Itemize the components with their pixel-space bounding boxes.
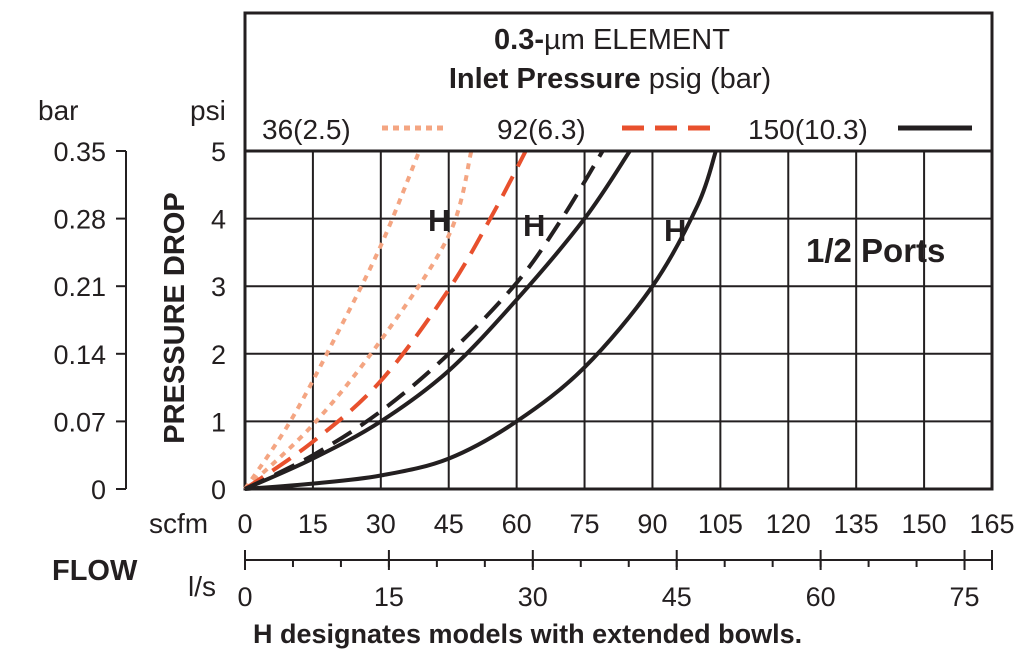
ls-tick-label: 60 — [806, 582, 836, 612]
series-curve-3 — [244, 149, 605, 491]
scfm-tick-label: 0 — [237, 509, 252, 539]
scfm-tick-label: 45 — [434, 509, 464, 539]
bar-tick-label: 0.35 — [53, 137, 106, 167]
series-curve-1 — [243, 150, 474, 491]
psi-tick-label: 0 — [211, 475, 226, 505]
ls-tick-label: 0 — [237, 582, 252, 612]
series-curve-4 — [244, 149, 632, 491]
ports-annotation: 1/2 Ports — [806, 232, 945, 269]
bar-unit-label: bar — [38, 95, 78, 126]
scfm-tick-label: 120 — [766, 509, 811, 539]
grid — [243, 149, 994, 491]
subtitle-bold-part: Inlet Pressure — [449, 63, 641, 95]
legend-label-92: 92(6.3) — [497, 114, 586, 145]
subtitle-rest-part: psig (bar) — [641, 63, 772, 95]
h-marker-2: H — [523, 208, 545, 243]
psi-tick-label: 5 — [211, 137, 226, 167]
scfm-tick-label: 90 — [637, 509, 667, 539]
series-layer — [243, 149, 718, 491]
bar-tick-label: 0 — [91, 475, 106, 505]
scfm-tick-label: 30 — [366, 509, 396, 539]
footnote: H designates models with extended bowls. — [253, 619, 802, 649]
ls-unit-label: l/s — [188, 571, 216, 602]
chart-subtitle: Inlet Pressure psig (bar) — [449, 63, 771, 95]
psi-tick-label: 4 — [211, 205, 226, 235]
ls-tick-label: 30 — [518, 582, 548, 612]
ls-tick-label: 75 — [950, 582, 980, 612]
title-bold-part: 0.3- — [494, 24, 544, 56]
bar-tick-label: 0.28 — [53, 205, 106, 235]
bar-tick-label: 0.21 — [53, 272, 106, 302]
scfm-tick-label: 135 — [834, 509, 879, 539]
bar-tick-label: 0.14 — [53, 340, 106, 370]
series-curve-5 — [244, 150, 718, 491]
ls-tick-label: 15 — [374, 582, 404, 612]
scfm-tick-label: 165 — [969, 509, 1014, 539]
series-curve-2 — [243, 150, 528, 491]
scfm-tick-label: 105 — [698, 509, 743, 539]
chart-title: 0.3-µm ELEMENT — [494, 24, 730, 56]
legend-label-36: 36(2.5) — [262, 114, 351, 145]
psi-tick-label: 1 — [211, 407, 226, 437]
series-curve-0 — [243, 150, 422, 491]
scfm-tick-label: 75 — [570, 509, 600, 539]
psi-tick-label: 2 — [211, 340, 226, 370]
scfm-tick-label: 15 — [298, 509, 328, 539]
ls-tick-label: 45 — [662, 582, 692, 612]
title-unit-part: µm ELEMENT — [544, 24, 730, 56]
psi-unit-label: psi — [190, 95, 226, 126]
header-box — [243, 11, 994, 153]
scfm-unit-label: scfm — [149, 508, 208, 539]
psi-tick-label: 3 — [211, 272, 226, 302]
h-marker-3: H — [664, 213, 686, 248]
plot-frame — [243, 149, 994, 491]
scfm-tick-label: 150 — [902, 509, 947, 539]
legend: 36(2.5) 92(6.3) 150(10.3) — [262, 114, 972, 145]
legend-label-150: 150(10.3) — [748, 114, 868, 145]
y-axis-title: PRESSURE DROP — [159, 192, 191, 443]
scfm-tick-label: 60 — [502, 509, 532, 539]
x-axis-title: FLOW — [52, 555, 138, 587]
h-marker-1: H — [428, 203, 450, 238]
bar-tick-label: 0.07 — [53, 407, 106, 437]
